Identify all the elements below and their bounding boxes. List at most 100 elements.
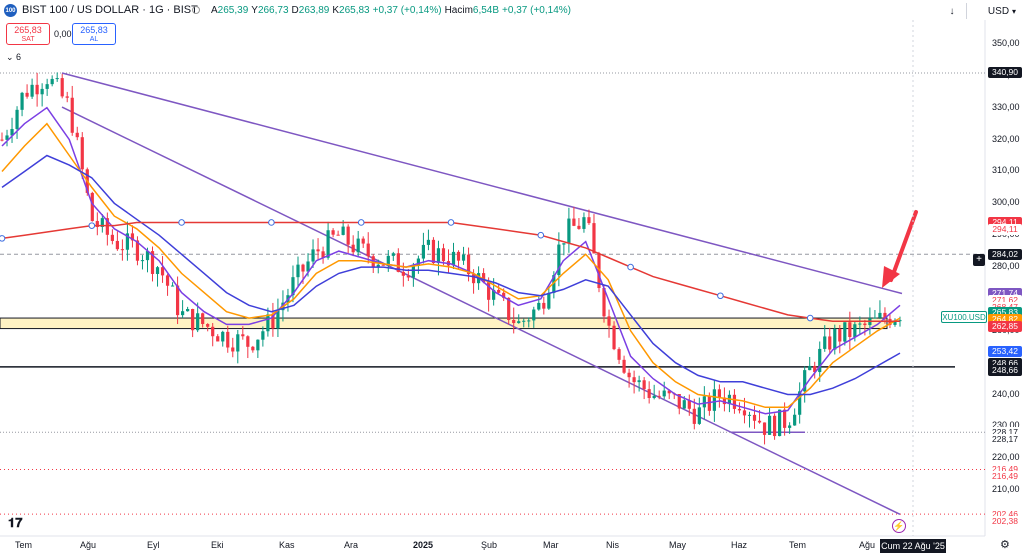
candle-body bbox=[883, 312, 887, 319]
candle-body bbox=[20, 92, 24, 110]
annotations bbox=[882, 20, 918, 536]
ohlc-value: 265,83 bbox=[339, 5, 370, 16]
candle-body bbox=[742, 410, 747, 416]
candle-body bbox=[451, 251, 456, 266]
sell-label: SAT bbox=[21, 36, 35, 43]
candle-body bbox=[617, 349, 621, 360]
candle-body bbox=[662, 390, 666, 397]
candle-body bbox=[120, 249, 125, 251]
candle-body bbox=[276, 310, 280, 329]
candle-body bbox=[125, 233, 130, 250]
time-axis-label: Nis bbox=[606, 540, 619, 550]
candle-body bbox=[150, 251, 155, 274]
candle-body bbox=[808, 365, 812, 371]
channel-upper-line bbox=[61, 72, 903, 295]
candle-body bbox=[456, 251, 461, 261]
candle-body bbox=[391, 253, 395, 256]
candle-body bbox=[261, 331, 265, 340]
ohlc-key: Hacim bbox=[444, 5, 473, 16]
candle-body bbox=[737, 408, 742, 411]
candle-body bbox=[482, 273, 486, 283]
candle-body bbox=[532, 309, 536, 321]
candle-body bbox=[406, 275, 410, 278]
time-axis-label: 2025 bbox=[413, 540, 434, 550]
candle-body bbox=[201, 313, 205, 324]
candle-body bbox=[356, 238, 360, 253]
candle-body bbox=[175, 285, 180, 316]
candle-body bbox=[436, 248, 441, 264]
price-axis-label: 280,00 bbox=[992, 261, 1020, 272]
candle-body bbox=[597, 253, 601, 289]
price-axis-label: 230,00 bbox=[992, 420, 1020, 431]
indicators-toggle[interactable]: ⌄ 6 bbox=[6, 52, 21, 63]
ma-medium-line bbox=[1, 122, 901, 409]
candle-body bbox=[777, 409, 782, 437]
candle-body bbox=[527, 320, 531, 322]
candle-body bbox=[0, 139, 4, 141]
gear-icon[interactable]: ⚙ bbox=[1000, 539, 1010, 551]
candle-body bbox=[552, 275, 556, 293]
candle-body bbox=[30, 84, 34, 97]
candle-body bbox=[140, 260, 145, 262]
candle-body bbox=[311, 249, 315, 262]
candle-body bbox=[471, 274, 476, 284]
candle-body bbox=[396, 253, 400, 272]
buy-button[interactable]: 265,83 AL bbox=[72, 23, 116, 45]
ma-marker bbox=[627, 263, 634, 271]
symbol-title[interactable]: BIST 100 / US DOLLAR · 1G · BIST bbox=[22, 4, 198, 16]
time-axis-label: Ağu bbox=[80, 540, 97, 550]
candle-body bbox=[828, 336, 832, 350]
candle-body bbox=[75, 132, 79, 138]
candle-body bbox=[366, 243, 370, 257]
candle-body bbox=[677, 393, 681, 409]
symbol-price-tag: XU100.USD bbox=[941, 311, 987, 323]
ma-marker bbox=[537, 231, 545, 239]
sell-price: 265,83 bbox=[14, 25, 42, 35]
plus-icon: + bbox=[976, 254, 982, 265]
candle-body bbox=[10, 128, 14, 136]
candle-body bbox=[762, 422, 767, 435]
ma-marker bbox=[447, 219, 455, 226]
support-zone bbox=[0, 317, 888, 330]
tradingview-logo-icon[interactable]: 𝟏𝟕 bbox=[8, 515, 23, 530]
price-tag: 248,66 bbox=[988, 365, 1022, 377]
ma-marker bbox=[717, 292, 724, 300]
annotation-arrow-line bbox=[889, 210, 918, 282]
ohlc-key: Y bbox=[251, 5, 258, 16]
candle-body bbox=[843, 322, 847, 342]
ma-long-line bbox=[1, 154, 901, 396]
bolt-icon[interactable]: ⚡ bbox=[892, 519, 906, 533]
candle-body bbox=[517, 321, 521, 324]
candle-body bbox=[632, 377, 636, 383]
candle-body bbox=[813, 365, 817, 373]
price-tag: 294,11 bbox=[988, 223, 1022, 235]
candle-body bbox=[572, 218, 576, 226]
spread-value: 0,00 bbox=[54, 29, 72, 39]
download-button[interactable]: ↓ bbox=[944, 3, 960, 19]
ohlc-key: A bbox=[211, 5, 218, 16]
candle-body bbox=[181, 311, 185, 316]
candle-body bbox=[803, 370, 807, 392]
ohlc-key: D bbox=[291, 5, 299, 16]
add-alert-button[interactable]: + bbox=[973, 254, 985, 266]
candlesticks bbox=[0, 72, 902, 445]
candle-body bbox=[863, 323, 867, 326]
sell-button[interactable]: 265,83 SAT bbox=[6, 23, 50, 45]
currency-select[interactable]: USD ▾ bbox=[985, 3, 1019, 19]
candle-body bbox=[191, 309, 195, 331]
candle-body bbox=[647, 389, 651, 399]
candle-body bbox=[838, 328, 842, 342]
candle-body bbox=[376, 264, 380, 267]
candle-body bbox=[301, 264, 305, 272]
ma-marker bbox=[178, 219, 185, 226]
candle-body bbox=[652, 395, 656, 399]
ohlc-value: +0,37 (+0,14%) bbox=[502, 5, 571, 16]
price-axis-label: 220,00 bbox=[992, 452, 1020, 463]
candle-body bbox=[95, 221, 99, 227]
candle-body bbox=[50, 78, 54, 85]
candle-body bbox=[401, 271, 405, 276]
candle-body bbox=[747, 414, 752, 416]
ma-marker bbox=[806, 314, 814, 322]
candle-body bbox=[130, 233, 135, 241]
